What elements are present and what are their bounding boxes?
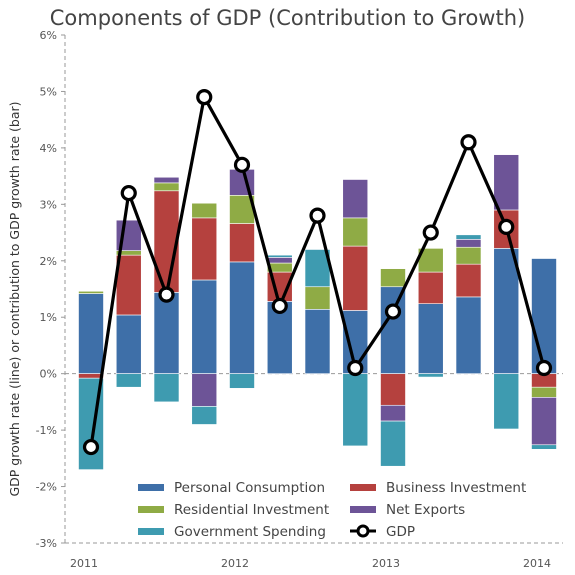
bar-segment [342,245,369,311]
bar-segment [531,444,557,450]
x-tick-label: 2014 [523,557,551,570]
y-tick-label: -1% [36,424,57,437]
legend-swatch [356,524,370,538]
bar-segment [380,404,406,422]
legend-label: Business Investment [386,480,526,496]
bar-segment [455,263,482,298]
y-tick-label: 0% [40,368,57,381]
bar-segment [153,182,180,192]
bar-segment [153,176,180,184]
bar-segment [417,303,444,374]
bar-segment [266,257,293,264]
y-axis-label: GDP growth rate (line) or contribution t… [7,101,22,496]
gdp-point [233,156,251,173]
y-tick-label: 3% [40,198,57,211]
legend-label: Personal Consumption [174,480,325,496]
y-tick-label: -2% [36,481,57,494]
bar-segment [153,373,180,403]
legend-swatch [138,506,164,513]
bar-segment [342,373,369,447]
x-tick-label: 2013 [372,557,400,570]
gdp-point [158,286,175,303]
y-tick-label: 1% [40,311,57,324]
bar-segment [455,296,482,374]
bar-segment [531,386,557,398]
bar-segment [191,279,218,374]
gdp-point [271,297,288,315]
gdp-point [498,218,515,236]
bar-segment [455,246,482,265]
bar-segment [455,234,482,240]
legend-label: Net Exports [386,502,465,518]
bar-segment [229,373,255,389]
bar-segment [531,397,557,446]
y-tick-label: 6% [40,29,57,42]
bar-segment [380,420,406,467]
bar-segment [304,286,331,310]
gdp-point [309,207,326,224]
legend-swatch [138,528,164,535]
chart-title: Components of GDP (Contribution to Growt… [49,6,526,30]
bar-segment [531,258,557,374]
gdp-point [460,134,477,151]
gdp-point [347,359,364,377]
y-tick-label: 4% [40,142,57,155]
bar-segment [229,223,255,263]
gdp-point [82,438,100,456]
gdp-point [196,88,213,106]
bar-segment [417,271,444,304]
y-tick-label: -3% [36,537,57,550]
bar-segment [191,406,218,425]
x-tick-label: 2012 [221,557,249,570]
bar-segment [455,239,482,248]
bar-segment [493,154,520,211]
bar-segment [380,268,406,288]
bar-segment [78,293,104,374]
legend-swatch [138,484,164,491]
bar-segment [380,373,406,406]
legend-label: Residential Investment [174,502,329,518]
gdp-point [384,303,402,320]
y-tick-label: 2% [40,255,57,268]
bar-segment [115,254,142,316]
bar-segment [191,202,218,219]
y-tick-label: 5% [40,85,57,98]
gdp-point [535,359,553,377]
bar-segment [191,217,218,281]
x-tick-label: 2011 [70,557,98,570]
legend-label: Government Spending [174,524,326,540]
bar-segment [115,373,142,388]
bar-segment [78,290,104,294]
legend-swatch [350,484,376,491]
bar-segment [266,254,293,258]
bar-segment [115,314,142,374]
legend-label: GDP [386,524,415,540]
bar-segment [342,217,369,247]
bar-segment [417,373,444,378]
gdp-point [120,184,137,202]
legend-swatch [350,506,376,513]
bar-segment [229,261,255,374]
gdp-point [422,224,439,241]
bar-segment [191,373,218,407]
bar-segment [380,286,406,374]
bar-segment [304,309,331,374]
bar-segment [493,373,520,430]
bar-segment [342,179,369,219]
bar-segment [153,292,180,374]
bar-segment [493,248,520,374]
